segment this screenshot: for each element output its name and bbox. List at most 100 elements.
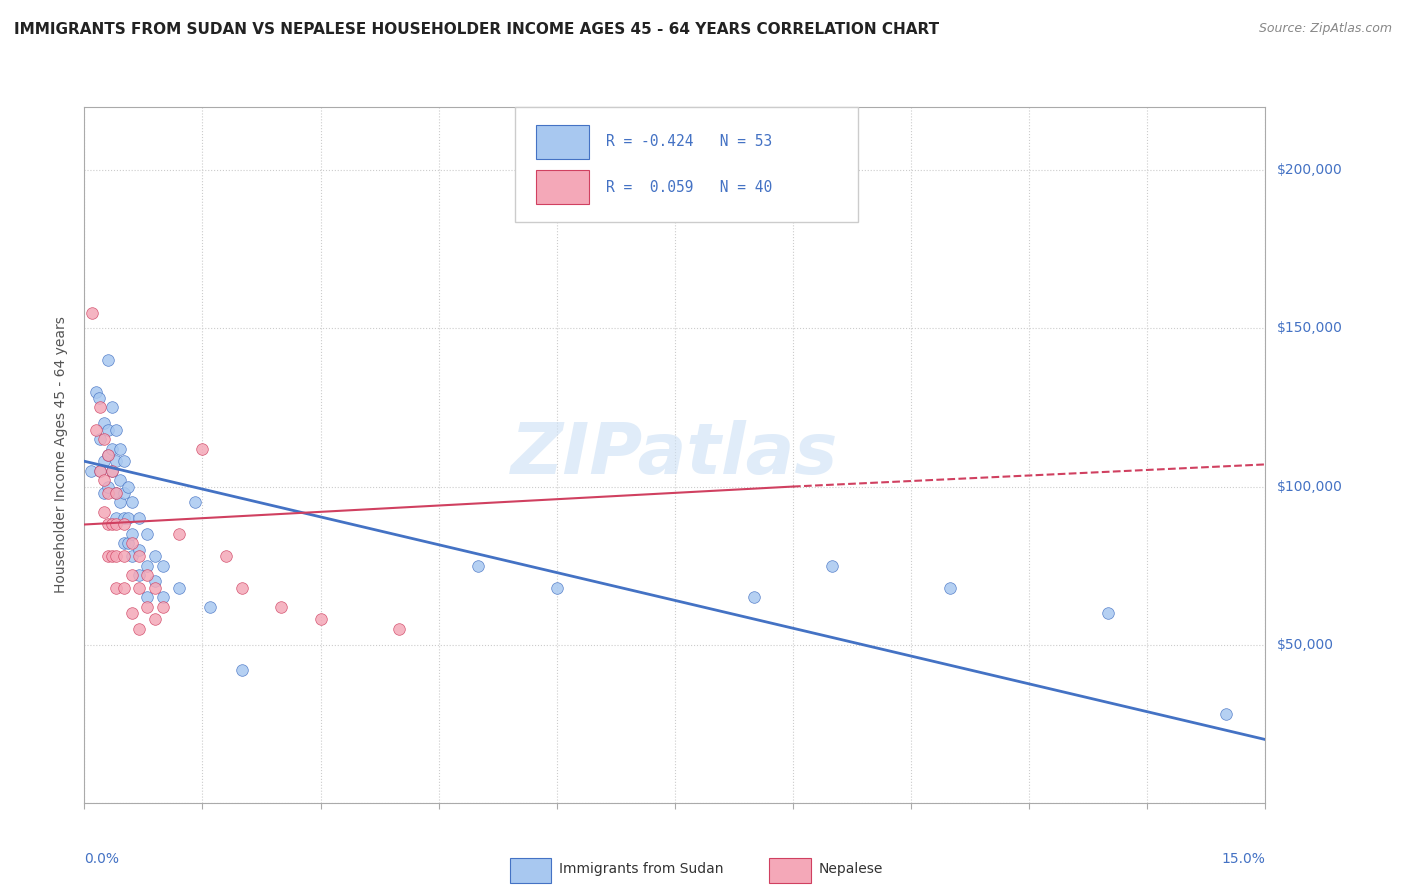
Point xyxy=(167,527,190,541)
Point xyxy=(136,558,159,573)
Point xyxy=(128,568,150,582)
Point xyxy=(104,486,127,500)
Point xyxy=(112,486,135,500)
Point xyxy=(79,464,101,478)
Point xyxy=(821,558,844,573)
Point xyxy=(93,505,115,519)
Point xyxy=(104,517,127,532)
Point xyxy=(136,599,159,614)
Point xyxy=(143,549,166,563)
Point xyxy=(309,612,332,626)
Point xyxy=(128,542,150,557)
Point xyxy=(128,622,150,636)
Point xyxy=(97,486,120,500)
Point xyxy=(121,568,143,582)
Point xyxy=(270,599,292,614)
Point xyxy=(104,423,127,437)
Point xyxy=(152,599,174,614)
Point xyxy=(101,464,124,478)
Point xyxy=(128,549,150,563)
Text: Immigrants from Sudan: Immigrants from Sudan xyxy=(560,862,724,876)
Point xyxy=(191,442,214,456)
Text: $100,000: $100,000 xyxy=(1277,480,1343,493)
Point xyxy=(112,517,135,532)
Point xyxy=(87,391,110,405)
Point xyxy=(1097,606,1119,620)
Point xyxy=(215,549,238,563)
Point xyxy=(388,622,411,636)
Text: 15.0%: 15.0% xyxy=(1222,852,1265,865)
Point xyxy=(231,663,253,677)
Point xyxy=(117,536,139,550)
Point xyxy=(143,612,166,626)
Point xyxy=(93,486,115,500)
Point xyxy=(84,384,107,399)
Point xyxy=(101,464,124,478)
Point xyxy=(112,454,135,468)
Point xyxy=(89,464,111,478)
FancyBboxPatch shape xyxy=(536,170,589,203)
Point xyxy=(104,581,127,595)
Point xyxy=(742,591,765,605)
Point xyxy=(121,495,143,509)
Point xyxy=(121,549,143,563)
Text: $200,000: $200,000 xyxy=(1277,163,1343,178)
Point xyxy=(136,568,159,582)
Text: R =  0.059   N = 40: R = 0.059 N = 40 xyxy=(606,179,773,194)
Point xyxy=(108,473,131,487)
Point xyxy=(93,432,115,446)
Point xyxy=(89,464,111,478)
Text: $150,000: $150,000 xyxy=(1277,321,1343,335)
Point xyxy=(121,536,143,550)
Point xyxy=(93,417,115,431)
Text: IMMIGRANTS FROM SUDAN VS NEPALESE HOUSEHOLDER INCOME AGES 45 - 64 YEARS CORRELAT: IMMIGRANTS FROM SUDAN VS NEPALESE HOUSEH… xyxy=(14,22,939,37)
Point xyxy=(121,527,143,541)
FancyBboxPatch shape xyxy=(516,107,858,222)
Point xyxy=(112,549,135,563)
Point xyxy=(112,511,135,525)
Point xyxy=(101,401,124,415)
Point xyxy=(939,581,962,595)
Point xyxy=(136,591,159,605)
Text: 0.0%: 0.0% xyxy=(84,852,120,865)
Point xyxy=(97,448,120,462)
Point xyxy=(467,558,489,573)
Point xyxy=(104,511,127,525)
Point xyxy=(104,549,127,563)
Point xyxy=(104,486,127,500)
FancyBboxPatch shape xyxy=(509,858,551,883)
Point xyxy=(546,581,568,595)
FancyBboxPatch shape xyxy=(769,858,811,883)
Point xyxy=(143,574,166,589)
Point xyxy=(1215,707,1237,722)
Point xyxy=(101,549,124,563)
Text: $50,000: $50,000 xyxy=(1277,638,1333,652)
Point xyxy=(112,536,135,550)
Point xyxy=(183,495,205,509)
Point xyxy=(97,517,120,532)
Point xyxy=(231,581,253,595)
Point xyxy=(97,448,120,462)
Point xyxy=(136,527,159,541)
Point xyxy=(101,442,124,456)
Point xyxy=(152,591,174,605)
Point xyxy=(143,581,166,595)
Text: R = -0.424   N = 53: R = -0.424 N = 53 xyxy=(606,135,773,149)
Point xyxy=(108,442,131,456)
Point xyxy=(97,549,120,563)
FancyBboxPatch shape xyxy=(536,125,589,159)
Point xyxy=(89,401,111,415)
Point xyxy=(117,479,139,493)
Text: Source: ZipAtlas.com: Source: ZipAtlas.com xyxy=(1258,22,1392,36)
Point xyxy=(89,432,111,446)
Point xyxy=(108,495,131,509)
Point xyxy=(84,423,107,437)
Point xyxy=(93,473,115,487)
Point xyxy=(101,517,124,532)
Point xyxy=(128,581,150,595)
Point xyxy=(97,353,120,368)
Point xyxy=(117,511,139,525)
Text: Nepalese: Nepalese xyxy=(818,862,883,876)
Point xyxy=(128,511,150,525)
Point xyxy=(104,454,127,468)
